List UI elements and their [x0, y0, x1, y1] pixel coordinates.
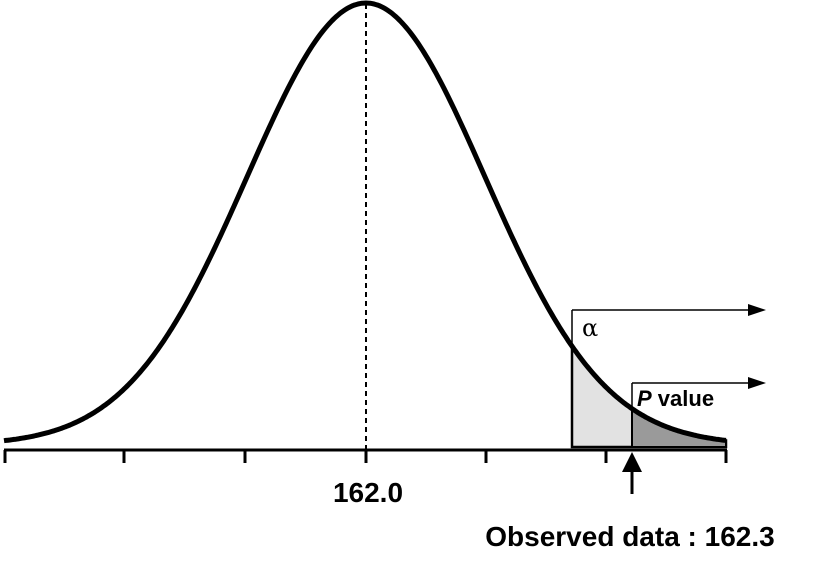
- bell-curve: [3, 0, 727, 444]
- x-axis-ticks: [3, 450, 728, 463]
- alpha-label: α: [582, 314, 598, 342]
- observed-arrow: [622, 452, 642, 494]
- p-value-label-rest: value: [652, 386, 714, 411]
- alpha-annotation: α: [571, 304, 766, 352]
- p-value-label: P value: [637, 386, 714, 411]
- p-value-arrow-head: [748, 377, 766, 389]
- observed-arrow-head: [622, 452, 642, 472]
- observed-label: Observed data : 162.3: [485, 521, 774, 552]
- alpha-arrow-head: [748, 304, 766, 316]
- mean-label: 162.0: [333, 477, 403, 508]
- p-value-annotation: P value: [631, 377, 766, 420]
- p-value-label-italic: P: [637, 386, 652, 411]
